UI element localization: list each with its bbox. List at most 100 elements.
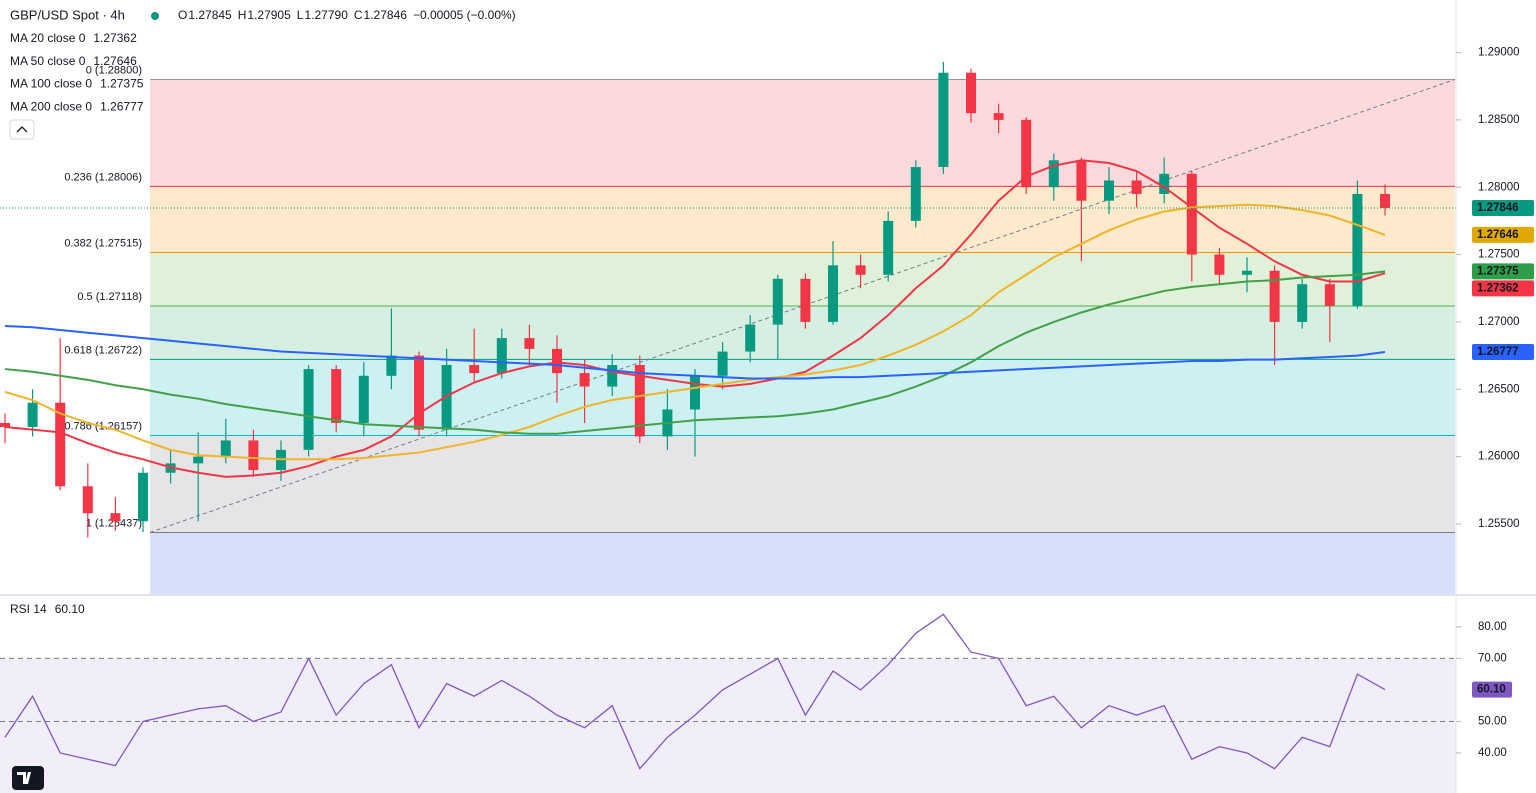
candle-body [993, 113, 1004, 120]
y-tick-label: 1.25500 [1478, 518, 1520, 530]
fib-label: 0.618 (1.26722) [64, 344, 142, 356]
candle-body [414, 355, 424, 430]
fib-label: 0.5 (1.27118) [77, 291, 142, 303]
candle-body [358, 375, 369, 423]
fib-label: 1 (1.25437) [86, 517, 142, 529]
fib-zone [150, 186, 1455, 253]
fib-zone [150, 435, 1455, 533]
legend-name: MA 100 close 0 [10, 77, 92, 91]
y-tick-label: 1.26500 [1478, 383, 1520, 395]
price-box [1472, 343, 1534, 360]
price-box-label: 1.27846 [1477, 202, 1519, 214]
candle-body [1104, 180, 1114, 201]
legend-value: 1.27646 [93, 54, 137, 68]
price-box [1472, 199, 1534, 216]
fib-label: 0.382 (1.27515) [64, 237, 142, 249]
candle-body [469, 365, 480, 374]
candle-body [800, 278, 811, 322]
candle-body [910, 167, 921, 221]
collapse-button[interactable] [9, 119, 35, 140]
rsi-title: RSI 14 [10, 602, 47, 616]
candle-body [938, 72, 949, 168]
price-box [1472, 226, 1534, 243]
candle-body [1380, 193, 1390, 208]
ohlc-value: 1.27790 [304, 8, 348, 22]
candle-body [27, 402, 38, 427]
rsi-tick-label: 50.00 [1478, 715, 1507, 727]
moving-average [4, 159, 1386, 478]
fib-label: 0 (1.28800) [86, 64, 142, 76]
rsi-box [1472, 681, 1512, 698]
candle-body [883, 220, 894, 275]
fib-zone [150, 532, 1455, 594]
candle-body [220, 440, 231, 457]
candle-body [331, 369, 342, 423]
candle-body [579, 373, 590, 387]
candle-body [1021, 119, 1032, 188]
price-box-label: 1.27362 [1477, 282, 1519, 294]
candle-body [0, 422, 10, 427]
fib-zone [150, 359, 1455, 436]
candle-body [745, 324, 756, 352]
rsi-box-label: 60.10 [1477, 684, 1506, 696]
candle-body [303, 369, 314, 450]
moving-average [4, 324, 1386, 380]
candle-body [1214, 254, 1225, 275]
candle-body [248, 440, 259, 471]
candle-body [966, 72, 976, 114]
legend-value: 1.26777 [100, 99, 144, 113]
candle-body [1242, 270, 1252, 275]
ohlc-value: 1.27846 [364, 8, 408, 22]
market-status[interactable] [151, 12, 159, 20]
candle-body [496, 338, 507, 374]
price-box-label: 1.26777 [1477, 346, 1519, 358]
ohlc-key: C [354, 8, 363, 22]
fib-trend-line [149, 78, 1456, 533]
legend-name: MA 200 close 0 [10, 99, 92, 113]
rsi-tick-label: 40.00 [1478, 747, 1507, 759]
ohlc-key: H [238, 8, 247, 22]
candle-body [441, 365, 452, 430]
candle-body [1048, 160, 1059, 188]
candle-body [193, 456, 204, 464]
candle-body [828, 265, 838, 322]
ohlc-key: O [178, 8, 187, 22]
candle-body [138, 472, 148, 522]
candle-body [1186, 173, 1197, 255]
rsi-line [4, 613, 1386, 770]
price-box-label: 1.27646 [1477, 229, 1519, 241]
candle-body [1131, 180, 1142, 194]
candle-body [82, 486, 93, 514]
price-box [1472, 263, 1534, 280]
y-tick-label: 1.28500 [1478, 114, 1520, 126]
legend-name: MA 50 close 0 [10, 54, 86, 68]
candle-body [690, 375, 700, 410]
candle-body [386, 355, 397, 376]
candle-body [110, 513, 121, 522]
ohlc-value: 1.27845 [188, 8, 232, 22]
candle-body [524, 338, 535, 349]
collapse-icon [16, 126, 28, 133]
rsi-band [0, 658, 1456, 793]
fib-label: 0.236 (1.28006) [64, 171, 142, 183]
price-change: −0.00005 (−0.00%) [413, 8, 516, 22]
y-tick-label: 1.26000 [1478, 451, 1520, 463]
y-tick-label: 1.27500 [1478, 249, 1520, 261]
candle-body [552, 348, 562, 374]
symbol-title: GBP/USD Spot · 4h [10, 7, 125, 22]
moving-average [4, 203, 1386, 461]
y-tick-label: 1.28000 [1478, 181, 1520, 193]
candle-body [634, 365, 645, 437]
candle-body [1324, 284, 1335, 306]
legend-value: 1.27375 [100, 77, 144, 91]
candle-body [55, 402, 66, 487]
y-tick-label: 1.27000 [1478, 316, 1520, 328]
candle-body [1159, 173, 1170, 194]
candle-body [1269, 270, 1280, 322]
ohlc-value: 1.27905 [247, 8, 291, 22]
candle-body [1076, 160, 1087, 201]
candle-body [1352, 193, 1363, 306]
candle-body [772, 278, 783, 325]
rsi-tick-label: 70.00 [1478, 652, 1507, 664]
